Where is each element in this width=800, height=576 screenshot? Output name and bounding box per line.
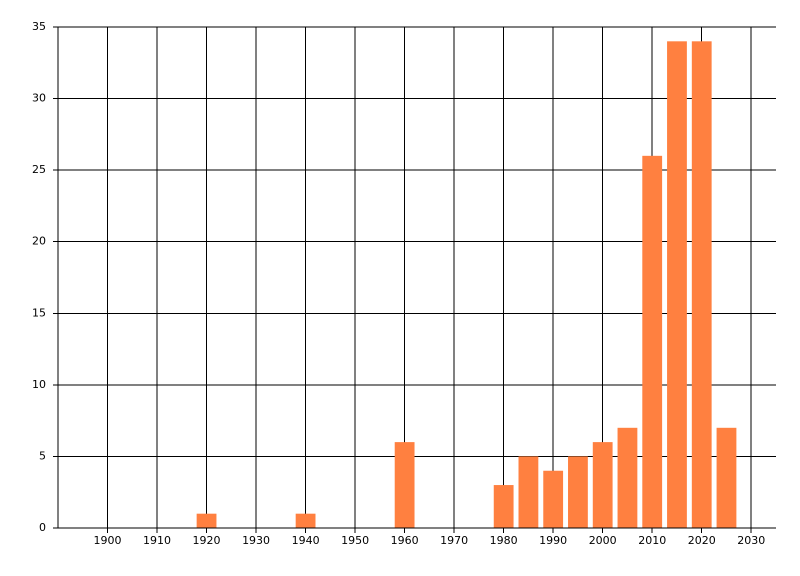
bar bbox=[295, 513, 316, 528]
x-tick-label: 1970 bbox=[440, 534, 468, 547]
x-tick-label: 1960 bbox=[391, 534, 419, 547]
x-tick-label: 1950 bbox=[341, 534, 369, 547]
y-tick-label: 25 bbox=[32, 163, 46, 176]
y-tick-label: 20 bbox=[32, 235, 46, 248]
bar bbox=[196, 513, 217, 528]
bar bbox=[691, 41, 712, 529]
bar bbox=[518, 456, 539, 528]
x-tick-label: 1940 bbox=[292, 534, 320, 547]
x-tick-label: 2010 bbox=[638, 534, 666, 547]
x-tick-label: 1910 bbox=[143, 534, 171, 547]
y-tick-label: 30 bbox=[32, 92, 46, 105]
x-tick-label: 1980 bbox=[490, 534, 518, 547]
x-tick-label: 2000 bbox=[589, 534, 617, 547]
x-tick-label: 2030 bbox=[737, 534, 765, 547]
bar bbox=[642, 155, 663, 529]
x-tick-label: 1930 bbox=[242, 534, 270, 547]
bar bbox=[394, 442, 415, 528]
bar bbox=[493, 485, 514, 528]
bar bbox=[667, 41, 687, 529]
y-tick-label: 10 bbox=[32, 378, 46, 391]
bar bbox=[543, 470, 564, 528]
x-tick-label: 2020 bbox=[688, 534, 716, 547]
bar bbox=[617, 427, 638, 528]
y-tick-label: 35 bbox=[32, 20, 46, 33]
x-tick-label: 1900 bbox=[94, 534, 122, 547]
bar bbox=[592, 442, 613, 528]
bar bbox=[716, 427, 737, 528]
y-tick-label: 0 bbox=[39, 521, 46, 534]
x-tick-label: 1920 bbox=[193, 534, 221, 547]
y-tick-label: 5 bbox=[39, 449, 46, 462]
bar bbox=[568, 456, 588, 528]
x-tick-label: 1990 bbox=[539, 534, 567, 547]
y-tick-label: 15 bbox=[32, 306, 46, 319]
